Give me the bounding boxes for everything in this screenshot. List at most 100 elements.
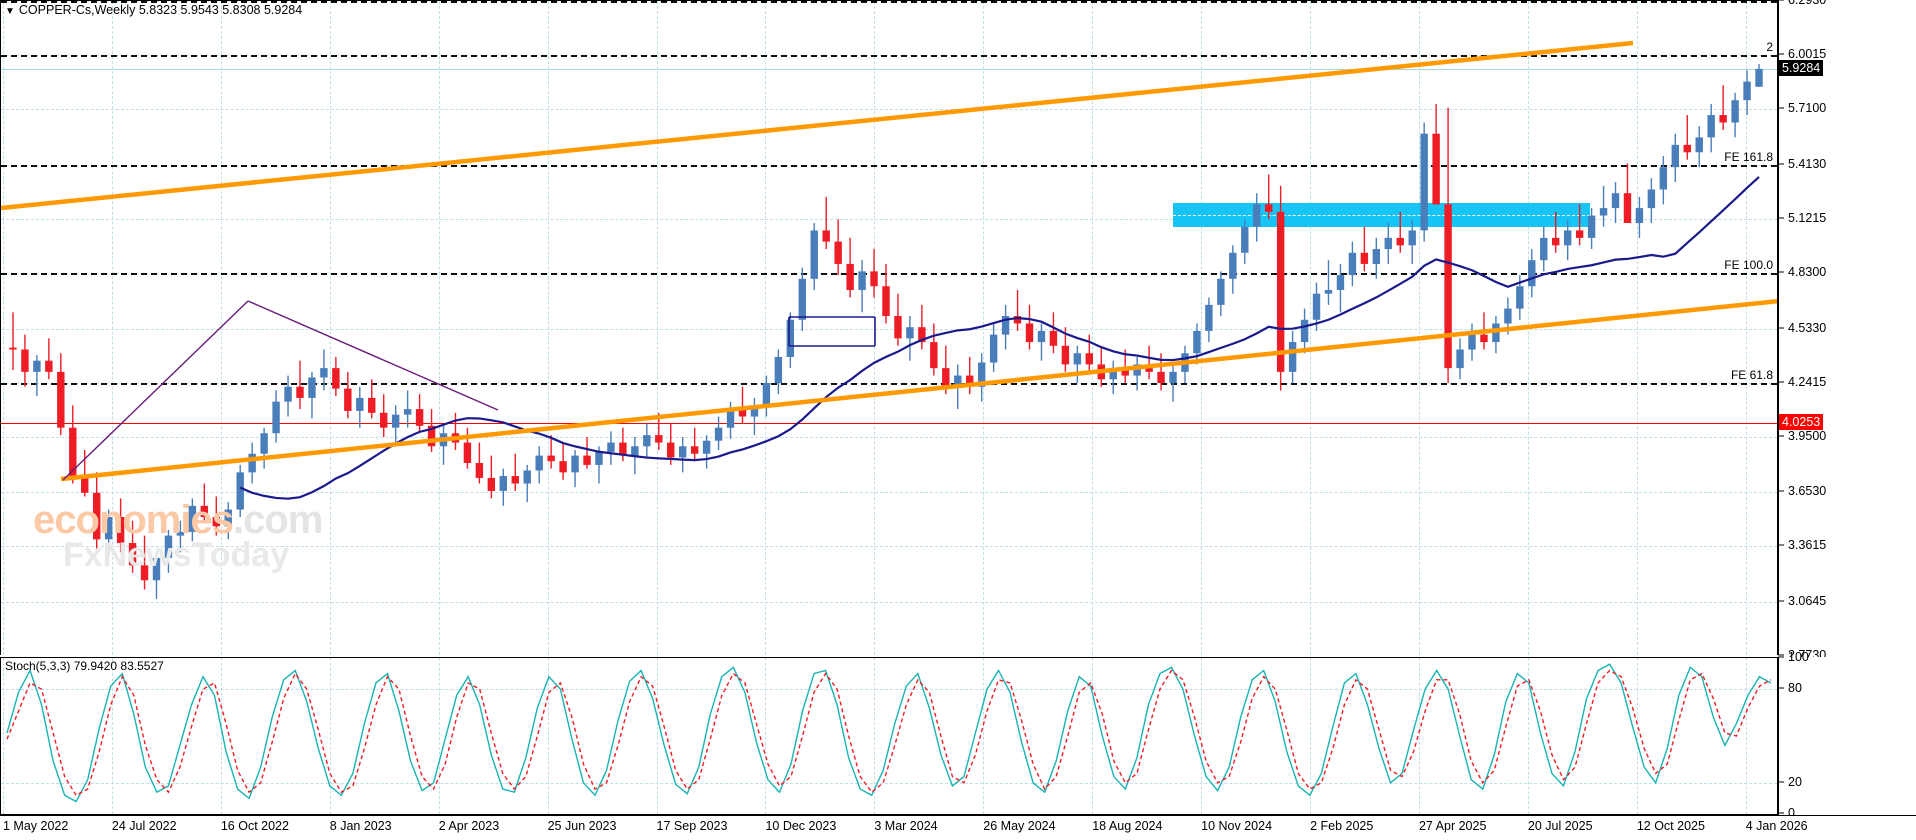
candle-body — [643, 435, 651, 447]
candle-body — [116, 516, 125, 544]
price-tick-mark — [1778, 435, 1784, 437]
candle-body — [906, 327, 914, 339]
time-tick-label: 3 Mar 2024 — [874, 819, 938, 833]
candle-body — [1731, 100, 1739, 123]
candle-body — [690, 446, 699, 454]
candle-body — [415, 409, 424, 426]
candle-body — [1575, 230, 1584, 238]
candle-body — [918, 327, 926, 343]
candle-body — [655, 435, 663, 443]
time-tick-label: 24 Jul 2022 — [111, 819, 177, 833]
candle-body — [1743, 81, 1751, 101]
moving-average-line — [239, 176, 1760, 500]
price-tick-label: 4.2415 — [1788, 374, 1827, 389]
price-tick-label: 5.4130 — [1788, 156, 1827, 171]
price-axis[interactable]: 6.2930 6.0015 5.7100 5.4130 5.1215 4.8300 4.53… — [1778, 0, 1916, 662]
candle-body — [176, 531, 185, 536]
candle-body — [92, 492, 101, 540]
candle-body — [1073, 353, 1082, 365]
price-tick-label: 6.0015 — [1788, 47, 1827, 62]
stochastic-tick-label: 80 — [1788, 681, 1802, 696]
price-tick-label: 5.1215 — [1788, 210, 1827, 225]
price-tick-mark — [1778, 544, 1784, 546]
candle-body — [320, 368, 328, 378]
candle-body — [1420, 133, 1428, 231]
candle-body — [1336, 275, 1345, 290]
candle-body — [403, 409, 412, 415]
candle-body — [547, 455, 555, 462]
candle-body — [559, 461, 567, 473]
candle-body — [1253, 204, 1261, 227]
candle-body — [1611, 193, 1620, 209]
candle-body — [571, 455, 579, 473]
resistance-zone — [1173, 202, 1590, 227]
candle-body — [1540, 237, 1548, 261]
candle-body — [1384, 237, 1392, 250]
candle-body — [248, 453, 256, 473]
candle-body — [1276, 211, 1285, 372]
price-tick-mark — [1778, 163, 1784, 165]
fibonacci-line — [1, 273, 1777, 276]
candle-body — [1671, 144, 1680, 168]
wedge-lower-trendline — [62, 300, 249, 481]
candle-body — [1552, 237, 1560, 246]
stochastic-axis-line — [1778, 657, 1779, 815]
candle-body — [894, 316, 902, 339]
price-tick-label: 4.8300 — [1788, 265, 1827, 280]
time-tick-label: 12 Oct 2025 — [1636, 819, 1705, 833]
candle-body — [667, 442, 675, 458]
candle-body — [1683, 144, 1691, 153]
fibonacci-line — [1, 55, 1777, 58]
candle-body — [1755, 68, 1763, 87]
price-chart-panel[interactable]: 2.2362FE 161.8FE 100.0FE 61.8 economies.… — [0, 0, 1778, 655]
stochastic-tick-label: 20 — [1788, 774, 1802, 789]
stochastic-panel[interactable]: Stoch(5,3,3) 79.9420 83.5527 — [0, 657, 1778, 815]
chart-header: ▼ COPPER-Cs,Weekly 5.8323 5.9543 5.8308 5… — [5, 3, 302, 17]
price-tick-mark — [1778, 217, 1784, 219]
candle-body — [1659, 167, 1668, 190]
candle-body — [200, 505, 209, 517]
fibonacci-line — [1, 382, 1777, 385]
candle-body — [212, 516, 220, 527]
candle-body — [1468, 334, 1476, 350]
time-axis[interactable]: 1 May 2022 24 Jul 2022 16 Oct 2022 8 Jan 20… — [0, 815, 1916, 840]
candle-body — [1025, 323, 1034, 343]
candle-body — [427, 425, 436, 447]
time-tick-label: 4 Jan 2026 — [1745, 819, 1808, 833]
candle-body — [272, 401, 280, 434]
candle-body — [1396, 237, 1404, 246]
candle-body — [356, 397, 364, 411]
chart-header-text: COPPER-Cs,Weekly 5.8323 5.9543 5.8308 5.… — [18, 3, 303, 17]
candle-body — [535, 455, 543, 471]
chevron-down-icon[interactable]: ▼ — [5, 6, 15, 17]
candle-body — [33, 360, 41, 372]
candle-body — [1504, 308, 1512, 324]
candle-body — [619, 442, 627, 456]
stochastic-tick-label: 0 — [1788, 806, 1795, 820]
candle-body — [1241, 226, 1249, 253]
channel-upper-trendline — [1, 40, 1634, 211]
time-tick-label: 2 Feb 2025 — [1310, 819, 1374, 833]
candle-body — [21, 349, 29, 372]
candle-body — [1360, 252, 1369, 264]
candle-body — [391, 414, 400, 428]
time-tick-label: 17 Sep 2023 — [656, 819, 728, 833]
time-tick-label: 10 Nov 2024 — [1201, 819, 1273, 833]
candle-body — [152, 557, 161, 581]
candle-body — [583, 455, 591, 465]
candle-body — [1528, 260, 1536, 287]
candle-body — [1264, 204, 1273, 212]
candle-body — [1324, 289, 1333, 294]
stochastic-axis[interactable]: 100 80 20 0 — [1778, 650, 1916, 820]
candle-body — [1635, 208, 1644, 223]
price-tick-mark — [1778, 0, 1784, 1]
price-tick-mark — [1778, 107, 1784, 109]
candle-body — [738, 409, 747, 417]
candle-body — [1587, 215, 1596, 238]
candle-body — [1623, 193, 1632, 223]
candle-body — [595, 451, 603, 465]
candle-body — [942, 368, 950, 387]
price-tick-mark — [1778, 381, 1784, 383]
candle-body — [1372, 249, 1381, 264]
